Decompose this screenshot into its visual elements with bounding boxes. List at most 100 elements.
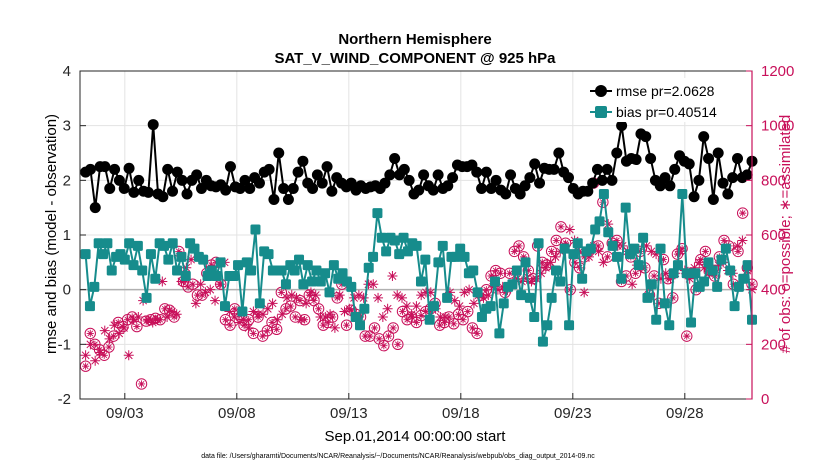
obs-assimilated-point [689, 262, 700, 273]
obs-possible-ring [387, 322, 399, 334]
obs-possible-point [471, 327, 483, 340]
bias-point [594, 216, 605, 227]
obs-possible-ring [392, 338, 404, 351]
bias-point [716, 254, 727, 265]
bias-point [363, 262, 374, 273]
obs-possible-star [268, 318, 276, 327]
obs-assimilated-point [123, 350, 134, 361]
bias-point [311, 265, 322, 276]
y-axis-label-right: # of obs: o=possible; ∗=assimilated [777, 115, 794, 354]
bias-point [511, 265, 522, 276]
obs-assimilated-point [291, 292, 302, 303]
obs-possible-ring [657, 253, 670, 266]
obs-possible-star [720, 236, 728, 245]
bias-point [294, 254, 305, 265]
obs-possible-ring [270, 323, 283, 335]
bias-point [211, 271, 222, 281]
obs-assimilated-point [257, 309, 268, 320]
bias-point [476, 312, 487, 322]
bias-point [611, 251, 622, 262]
obs-possible-point [462, 305, 474, 318]
rmse-point [645, 152, 657, 164]
obs-possible-ring [84, 327, 96, 340]
obs-assimilated-point [281, 292, 292, 303]
bias-point [233, 260, 244, 271]
rmse-point [432, 169, 444, 181]
obs-assimilated-point [267, 298, 278, 309]
obs-assimilated-point [655, 273, 666, 284]
obs-possible-star [231, 305, 239, 313]
x-tick-label: 09/18 [442, 405, 480, 422]
bias-point [598, 189, 609, 199]
obs-possible-ring [224, 319, 236, 331]
obs-assimilated-point [497, 281, 508, 292]
rmse-point [480, 166, 492, 178]
obs-possible-ring [340, 319, 353, 331]
rmse-point [664, 180, 676, 192]
bias-point [629, 243, 640, 254]
rmse-point [601, 163, 613, 175]
rmse-point [471, 166, 483, 178]
obs-possible-ring [294, 294, 306, 307]
obs-assimilated-point [583, 251, 594, 262]
obs-possible-star [366, 332, 374, 340]
obs-possible-point [448, 318, 460, 330]
bias-point [420, 254, 431, 265]
rmse-point [128, 186, 140, 198]
bias-point [537, 336, 548, 347]
obs-possible-star [226, 321, 234, 329]
obs-assimilated-point [454, 301, 465, 312]
rmse-point [490, 174, 502, 186]
bias-point [372, 208, 383, 219]
bias-point [455, 243, 466, 254]
bias-point [219, 301, 230, 312]
obs-assimilated-point [248, 306, 259, 317]
rmse-point [703, 152, 715, 164]
bias-point [638, 232, 649, 243]
obs-possible-point [84, 327, 96, 340]
rmse-point [524, 172, 536, 184]
obs-possible-star [543, 261, 551, 269]
rmse-point [282, 193, 294, 205]
rmse-point [384, 169, 396, 181]
y-tick-label: 2 [63, 172, 71, 189]
obs-assimilated-point [142, 314, 153, 325]
obs-assimilated-point [85, 339, 96, 350]
obs-possible-point [657, 253, 670, 266]
obs-assimilated-point [195, 279, 206, 290]
bias-point [603, 227, 614, 238]
bias-point [398, 232, 409, 243]
obs-assimilated-point [737, 235, 748, 246]
bias-point [707, 265, 718, 276]
bias-point [725, 265, 736, 276]
obs-assimilated-point [90, 355, 101, 366]
obs-possible-star [548, 247, 556, 255]
obs-possible-point [494, 267, 507, 279]
obs-possible-ring [541, 259, 553, 271]
obs-assimilated-point [627, 279, 638, 290]
bias-point [128, 260, 139, 271]
obs-assimilated-point [598, 257, 609, 268]
bias-point [411, 240, 422, 251]
obs-assimilated-point [262, 303, 273, 314]
rmse-point [316, 177, 328, 189]
obs-assimilated-point [325, 309, 336, 320]
obs-possible-point [541, 259, 553, 271]
obs-possible-star [305, 291, 313, 299]
bias-point [189, 243, 200, 254]
legend-box [585, 78, 730, 122]
obs-assimilated-point [109, 320, 120, 331]
bias-point [424, 314, 435, 325]
obs-possible-star [310, 297, 318, 305]
bias-point [368, 251, 379, 262]
obs-assimilated-point [526, 276, 537, 287]
rmse-point [688, 191, 700, 203]
rmse-point [553, 147, 565, 159]
rmse-point [297, 155, 309, 167]
obs-assimilated-point [358, 292, 369, 303]
bias-point [241, 257, 252, 268]
bias-point [93, 238, 104, 249]
obs-possible-point [681, 330, 693, 342]
obs-assimilated-point [444, 287, 455, 298]
obs-possible-star [109, 332, 118, 340]
